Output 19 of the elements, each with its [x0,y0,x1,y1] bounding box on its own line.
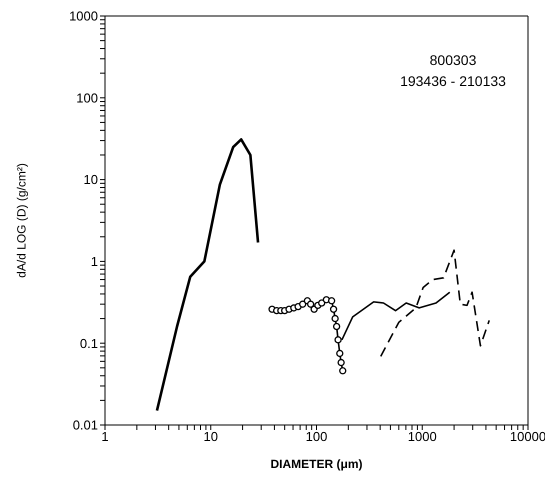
y-axis-title: dA/d LOG (D) (g/cm²) [14,163,28,278]
y-tick-label: 0.01 [72,418,98,433]
x-tick-label: 100 [306,429,328,444]
point [328,297,336,304]
y-tick-label: 100 [76,90,98,106]
point [299,300,306,308]
y-tick-label: 1 [90,254,98,270]
y-tick-label: 0.1 [80,336,98,351]
x-tick-label: 1000 [408,429,437,444]
x-tick-label: 1 [101,429,109,444]
point [306,300,314,308]
y-tick-label: 10 [84,172,98,188]
point [318,299,326,307]
x-axis-title: DIAMETER (μm) [270,457,363,471]
point [330,306,338,313]
x-tick-label: 10 [204,429,218,444]
annotation: 800303 [428,51,478,70]
y-tick-label: 1000 [69,8,98,24]
annotation: 193436 - 210133 [399,72,507,91]
